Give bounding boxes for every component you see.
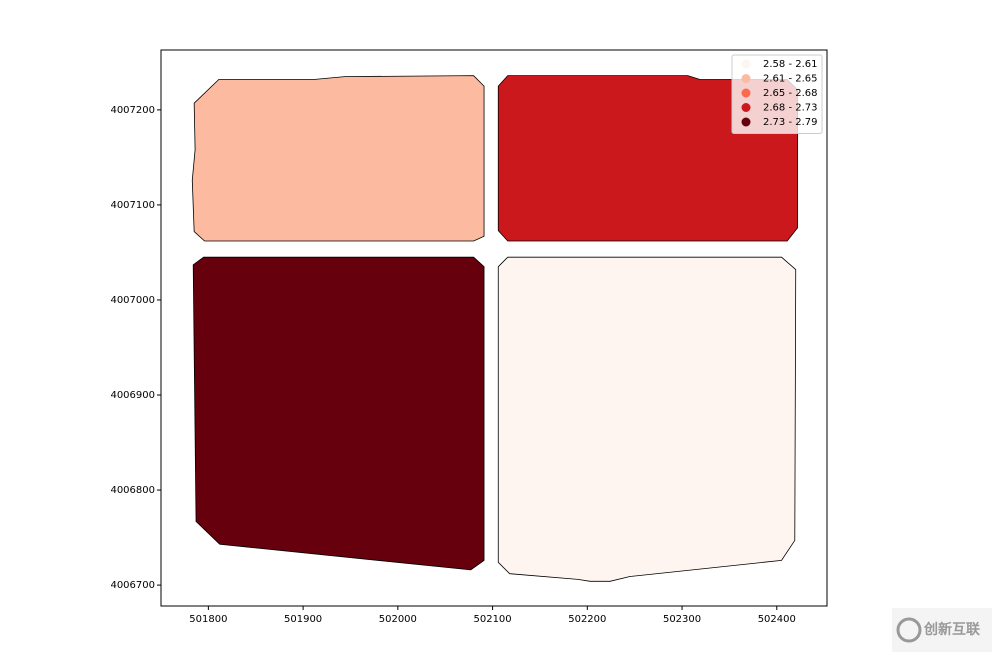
y-tick-label: 4006700 [110,580,155,591]
region [192,256,485,571]
legend-label: 2.65 - 2.68 [763,88,818,99]
x-tick-label: 502100 [473,614,511,625]
legend-box [731,54,823,134]
x-tick-label: 501900 [284,614,322,625]
legend-marker [741,59,751,69]
legend: 2.58 - 2.61 2.61 - 2.65 2.65 - 2.68 2.68 - … [731,54,823,134]
x-tick-label: 502200 [568,614,606,625]
x-tick-label: 501800 [189,614,227,625]
region [497,256,797,582]
x-tick-label: 502000 [379,614,417,625]
x-tick-label: 502300 [663,614,701,625]
y-tick-label: 4007200 [110,105,155,116]
watermark: 创新互联 [892,608,992,652]
y-tick-label: 4006800 [110,485,155,496]
watermark-text: 创新互联 [923,621,981,638]
legend-marker [741,117,751,127]
legend-marker [741,103,751,112]
watermark-logo [896,617,922,643]
watermark-box [892,608,992,652]
legend-label: 2.61 - 2.65 [763,74,818,85]
region [191,75,485,242]
legend-label: 2.58 - 2.61 [763,59,818,70]
legend-label: 2.73 - 2.79 [763,117,818,128]
legend-marker [741,88,751,98]
x-tick-label: 502400 [758,614,796,625]
y-tick-label: 4007000 [110,295,155,306]
legend-marker [741,74,751,83]
region [497,75,799,242]
legend-label: 2.68 - 2.73 [763,103,818,114]
y-tick-label: 4007100 [110,200,155,211]
y-tick-label: 4006900 [110,390,155,401]
